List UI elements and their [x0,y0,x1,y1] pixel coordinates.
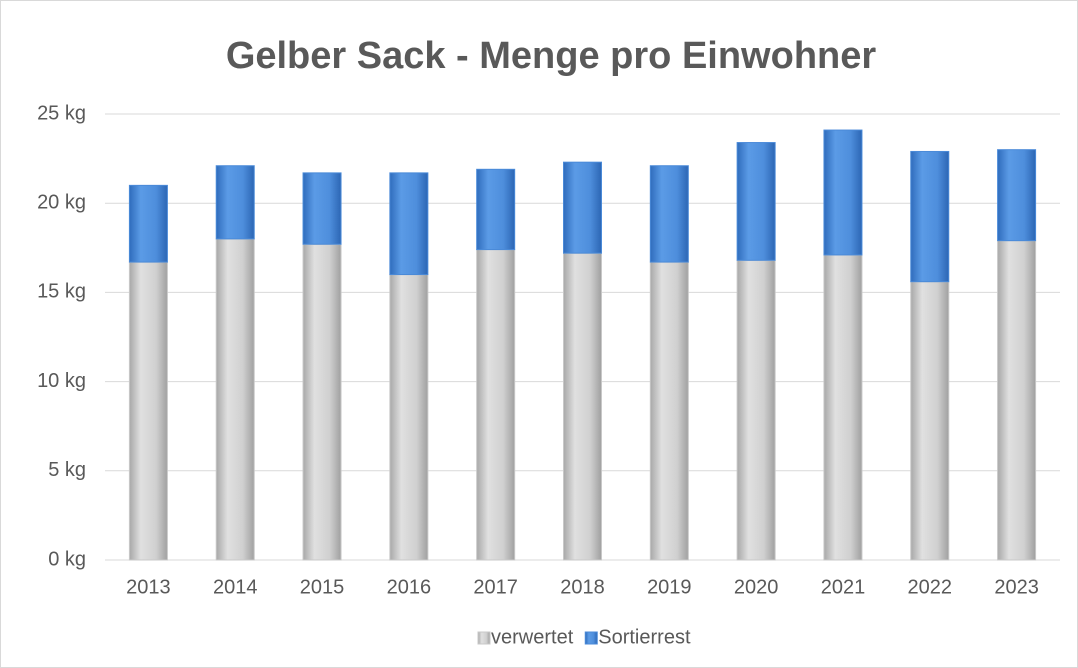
bar-segment [649,261,689,561]
bar-segment [997,149,1037,242]
bar-segment [215,165,255,240]
bar-segment [215,238,255,561]
legend-swatch [584,631,598,645]
bar-segment [476,168,516,251]
bar-segment [476,249,516,561]
x-tick-label: 2016 [387,576,432,598]
x-tick-label: 2013 [126,576,171,598]
x-tick-label: 2020 [734,576,779,598]
legend-label: verwertet [491,626,574,648]
y-tick-label: 25 kg [37,102,86,124]
bar-segment [389,172,429,276]
chart-title: Gelber Sack - Menge pro Einwohner [226,35,877,77]
y-tick-label: 10 kg [37,370,86,392]
bar-segment [302,243,342,561]
y-tick-label: 5 kg [48,459,86,481]
x-tick-label: 2014 [213,576,258,598]
x-tick-label: 2021 [821,576,866,598]
bar-segment [649,165,689,263]
bar-segment [736,142,776,261]
bar-segment [128,261,168,561]
x-tick-label: 2017 [473,576,518,598]
y-tick-label: 15 kg [37,281,86,303]
legend-swatch [477,631,491,645]
legend-label: Sortierrest [598,626,691,648]
bar-segment [823,129,863,256]
bar-segment [823,254,863,561]
bar-segment [563,161,602,254]
x-tick-label: 2019 [647,576,692,598]
x-tick-label: 2015 [300,576,345,598]
y-tick-label: 0 kg [48,548,86,570]
bar-segment [997,240,1037,561]
bar-segment [910,150,950,283]
bar-segment [302,172,342,245]
bar-segment [389,274,429,561]
bar-segment [563,252,602,561]
x-tick-label: 2023 [994,576,1039,598]
bar-segment [128,184,168,263]
bar-segment [910,281,950,561]
bar-segment [736,259,776,561]
y-tick-label: 20 kg [37,191,86,213]
x-tick-label: 2022 [908,576,953,598]
x-tick-label: 2018 [560,576,605,598]
